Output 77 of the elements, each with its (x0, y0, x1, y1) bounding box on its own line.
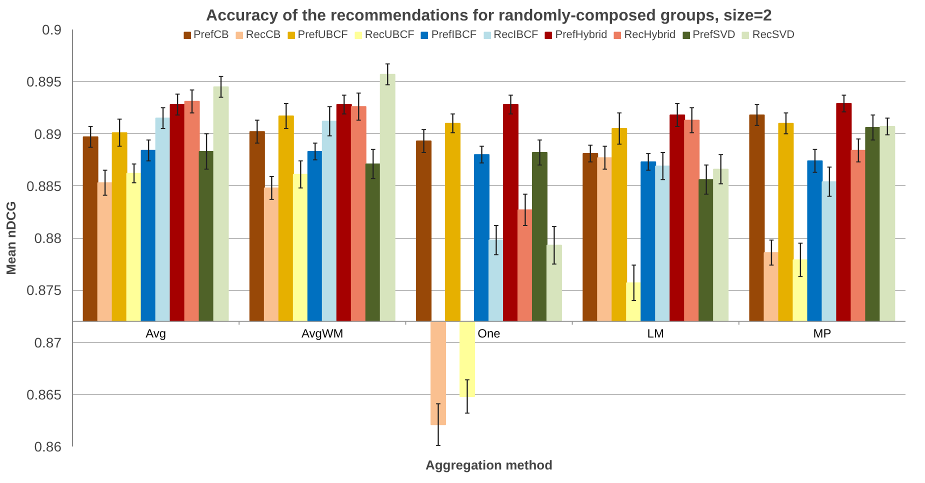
bar (655, 166, 671, 322)
legend-label: RecSVD (752, 29, 795, 41)
bar (365, 163, 381, 322)
legend-label: PrefHybrid (555, 29, 608, 41)
bar (488, 240, 504, 322)
bar (170, 104, 186, 322)
bar (836, 103, 852, 322)
y-tick-label: 0.9 (42, 22, 62, 38)
x-tick-label: LM (647, 326, 664, 340)
y-tick-label: 0.88 (34, 230, 62, 246)
bar (445, 122, 461, 322)
bar (850, 150, 866, 322)
legend-label: RecUBCF (364, 29, 414, 41)
bar (416, 140, 432, 322)
legend-label: PrefUBCF (298, 29, 348, 41)
x-tick-label: Avg (146, 326, 166, 340)
y-axis-title: Mean nDCG (3, 201, 18, 275)
bar (597, 157, 613, 322)
bar (184, 100, 200, 322)
y-tick-label: 0.865 (26, 386, 62, 402)
bar (532, 152, 548, 322)
bar (155, 118, 171, 322)
bar (698, 179, 714, 322)
legend-label: PrefIBCF (431, 29, 477, 41)
y-tick-label: 0.895 (26, 74, 62, 90)
bar (865, 126, 881, 322)
bar (292, 174, 308, 322)
x-tick-label: MP (813, 326, 832, 340)
x-tick-label: One (478, 326, 501, 340)
bar (140, 150, 156, 322)
y-tick-label: 0.87 (34, 334, 62, 350)
bar (350, 106, 366, 322)
bar (97, 182, 113, 322)
bar (792, 259, 808, 322)
bar (546, 244, 562, 322)
x-tick-label: AvgWM (302, 326, 344, 340)
bar (82, 136, 98, 322)
bar (249, 131, 265, 322)
bar (474, 154, 490, 322)
bar (322, 120, 338, 322)
bar (213, 86, 229, 322)
x-axis-title: Aggregation method (425, 458, 553, 472)
bar (264, 187, 280, 322)
bar (807, 160, 823, 322)
bar (502, 104, 518, 322)
bar (126, 172, 142, 322)
legend-label: PrefCB (193, 29, 229, 41)
legend-label: PrefSVD (692, 29, 736, 41)
bar (336, 104, 352, 322)
bar (880, 126, 896, 322)
bar (684, 120, 700, 322)
bar (198, 150, 214, 322)
y-tick-label: 0.875 (26, 282, 62, 298)
bar (460, 320, 476, 397)
bar (670, 114, 686, 322)
y-tick-label: 0.86 (34, 438, 62, 454)
bar (749, 114, 765, 322)
legend-label: RecIBCF (494, 29, 538, 41)
bar (778, 122, 794, 322)
bar (626, 282, 642, 322)
bar (822, 181, 838, 322)
bar (612, 128, 628, 322)
bar (112, 132, 128, 322)
bar (307, 150, 323, 322)
chart-title: Accuracy of the recommendations for randomly-composed groups, size=2 (206, 8, 772, 24)
y-tick-label: 0.89 (34, 126, 62, 142)
bar (278, 116, 294, 322)
bar (640, 161, 656, 322)
bar (764, 252, 780, 322)
bar (582, 153, 598, 322)
legend-label: RecHybrid (624, 29, 676, 41)
bar (380, 74, 396, 322)
bar (430, 320, 446, 426)
bar (517, 209, 533, 322)
y-tick-label: 0.885 (26, 178, 62, 194)
legend-label: RecCB (246, 29, 281, 41)
bar (713, 168, 729, 322)
